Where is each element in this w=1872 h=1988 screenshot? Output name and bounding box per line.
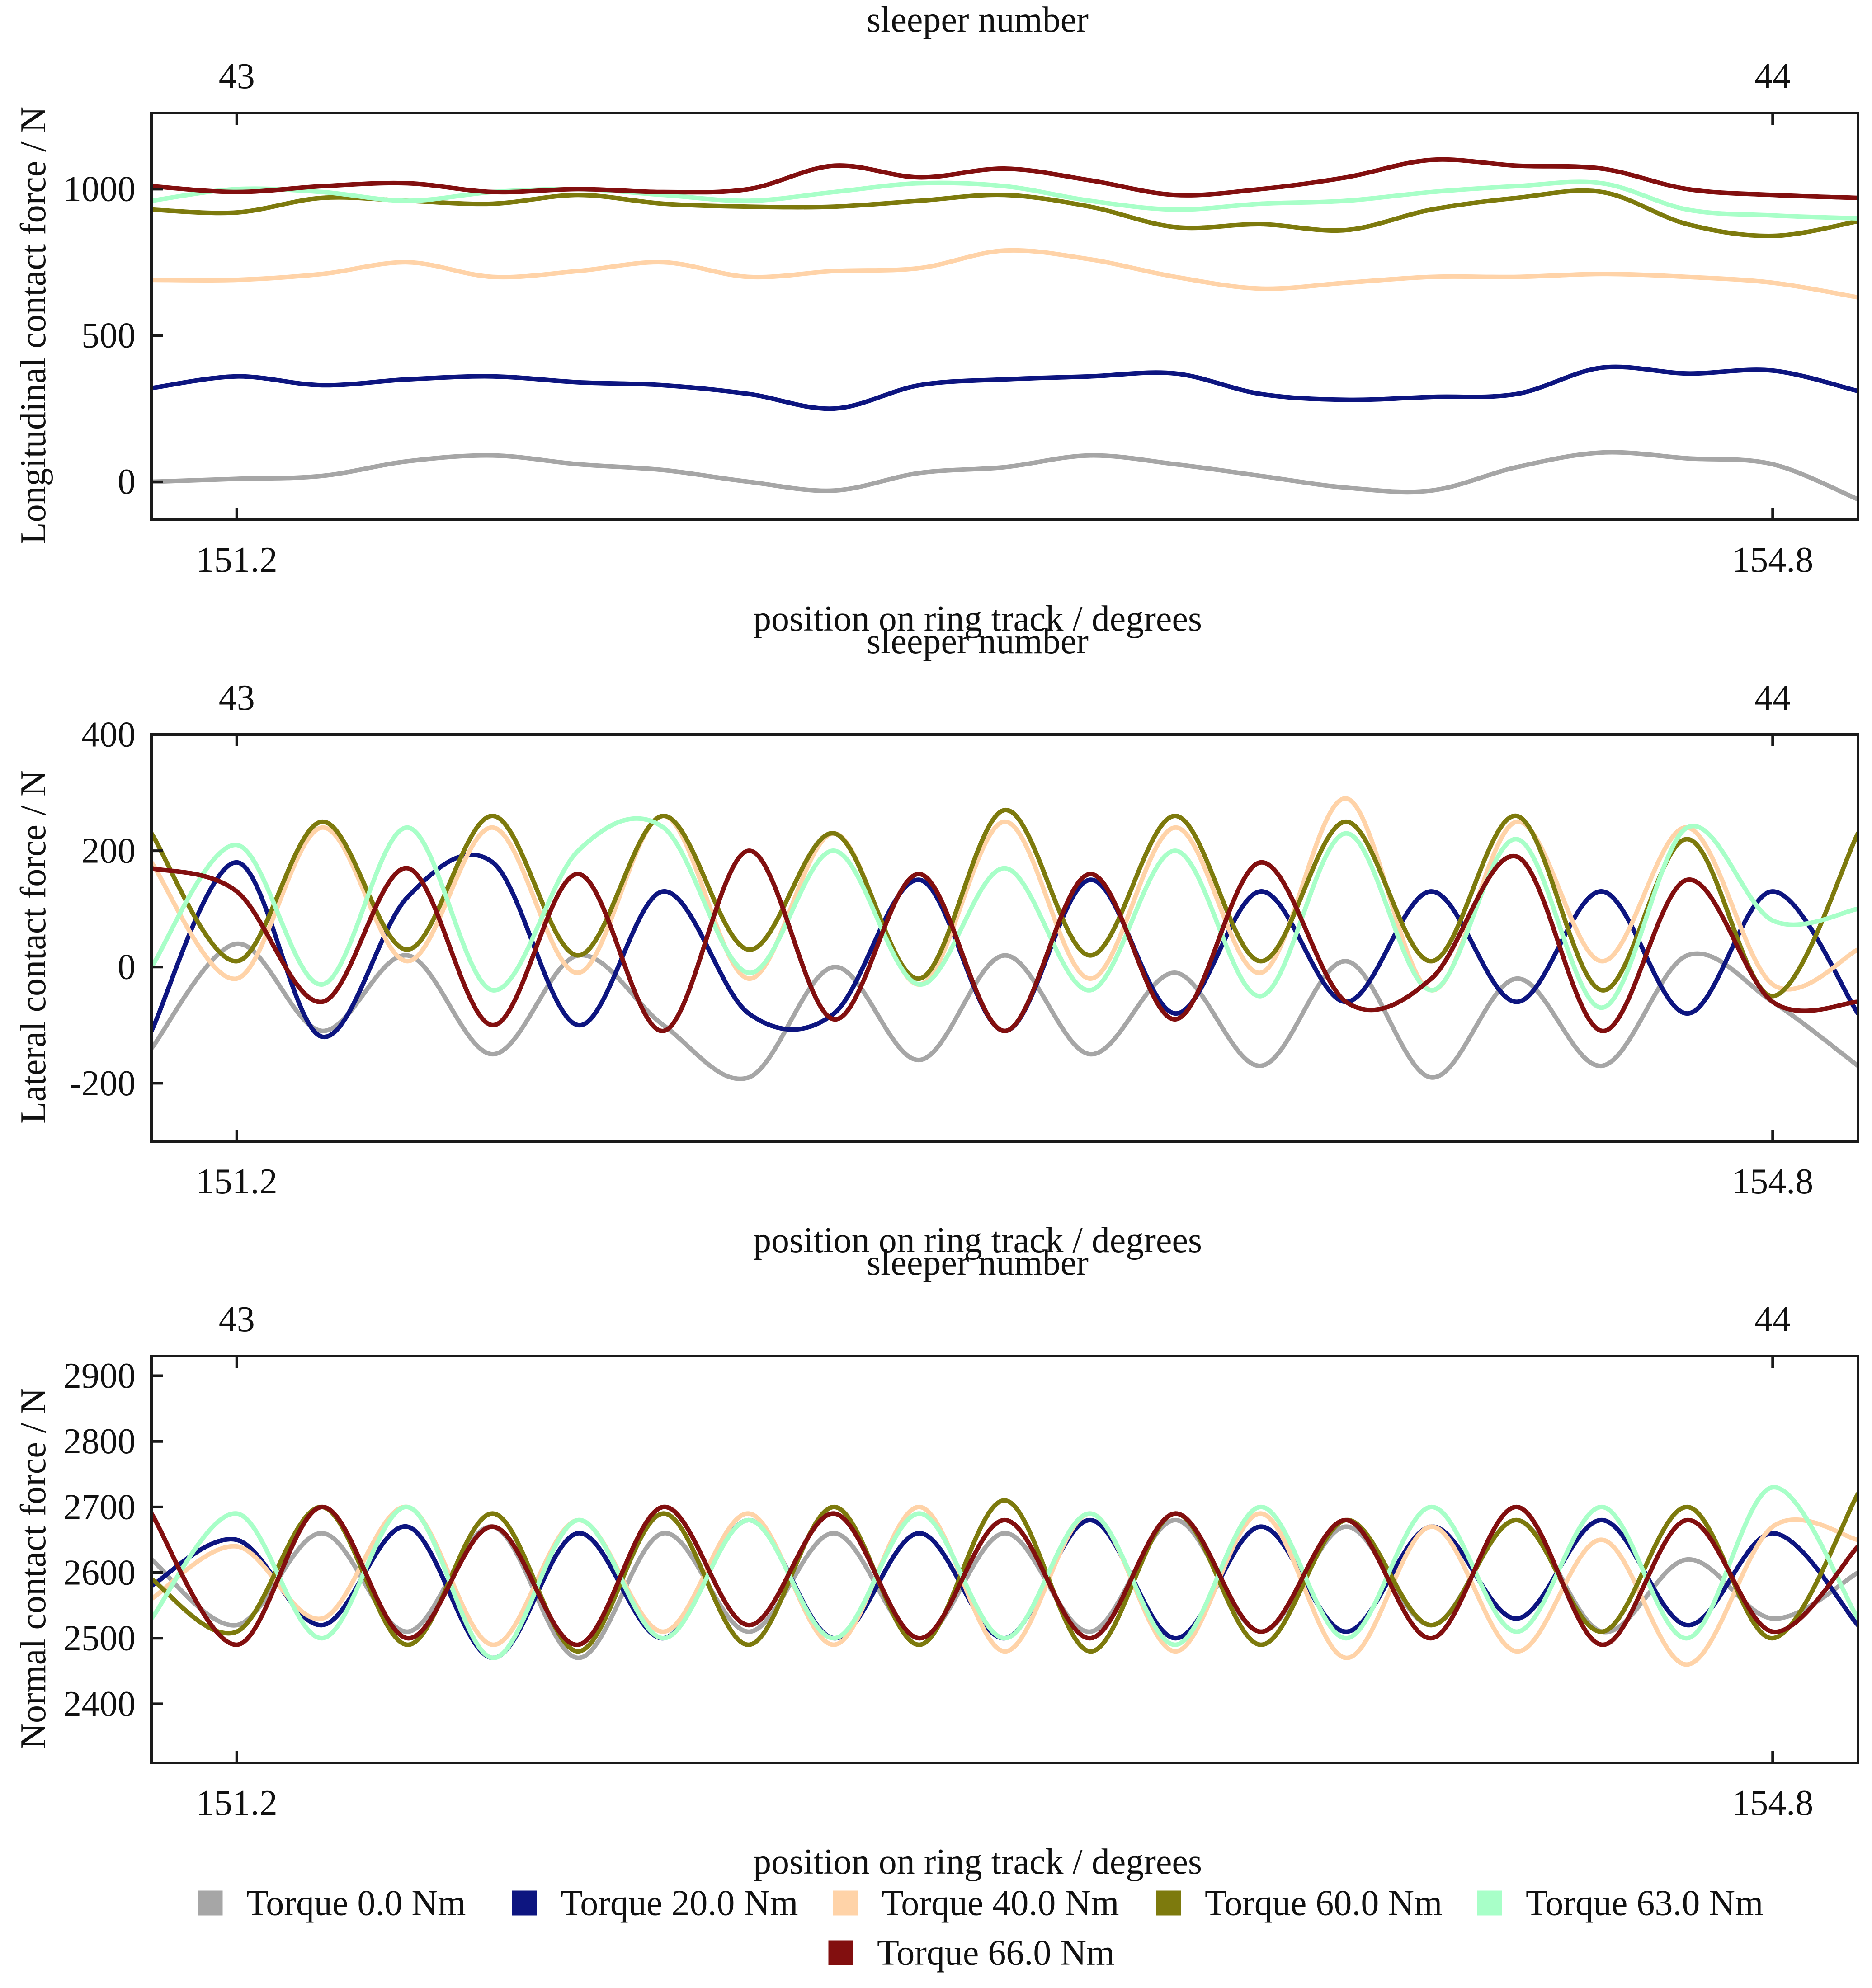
legend-swatch [1156,1890,1181,1916]
y-tick-label: 500 [81,316,136,355]
x-tick-label: 154.8 [1732,540,1813,580]
series-line-torque-66-0-nm [151,1504,1858,1647]
legend-label: Torque 40.0 Nm [882,1883,1119,1923]
y-axis-label: Lateral contact force / N [14,770,53,1124]
series-line-torque-66-0-nm [151,848,1858,1033]
x-axis-label: position on ring track / degrees [753,1220,1202,1260]
legend-swatch [828,1940,853,1965]
legend-swatch [833,1890,858,1916]
x2-tick-label: 43 [219,678,255,718]
x-tick-label: 151.2 [196,540,278,580]
legend-label: Torque 60.0 Nm [1205,1883,1442,1923]
legend-swatch [512,1890,537,1916]
y-tick-label: 2800 [63,1422,136,1461]
x-axis-label: position on ring track / degrees [753,1842,1202,1882]
x-tick-label: 151.2 [196,1162,278,1201]
series-line-torque-40-0-nm [151,248,1858,300]
legend-item: Torque 0.0 Nm [198,1883,466,1923]
y-tick-label: 2600 [63,1553,136,1592]
series-line-torque-20-0-nm [151,364,1858,411]
plot-frame [150,112,1859,521]
series-line-torque-0-0-nm [151,941,1858,1081]
x-tick-label: 154.8 [1732,1783,1813,1823]
y-tick-label: 2500 [63,1619,136,1658]
legend-item: Torque 40.0 Nm [833,1883,1119,1923]
series-group [151,1485,1858,1667]
x2-tick-label: 44 [1754,678,1791,718]
y-tick-label: 200 [81,831,136,871]
legend-item: Torque 20.0 Nm [512,1883,798,1923]
legend-label: Torque 63.0 Nm [1526,1883,1763,1923]
y-tick-label: 0 [118,462,136,502]
series-line-torque-40-0-nm [151,796,1858,993]
series-group [151,796,1858,1081]
plot-frame [150,733,1859,1143]
y-tick-label: -200 [69,1064,136,1103]
plot-frame [150,1355,1859,1764]
y-tick-label: 400 [81,715,136,754]
y-tick-label: 2900 [63,1356,136,1396]
y-axis-label: Longitudinal contact force / N [14,107,53,545]
series-line-torque-63-0-nm [151,179,1858,221]
series-line-torque-60-0-nm [151,1491,1858,1654]
y-tick-label: 0 [118,947,136,987]
y-tick-label: 2700 [63,1487,136,1527]
legend-item: Torque 63.0 Nm [1477,1883,1763,1923]
x2-tick-label: 43 [219,1300,255,1339]
series-line-torque-60-0-nm [151,808,1858,999]
x-tick-label: 154.8 [1732,1162,1813,1201]
chart-panel-3: 2400 2500 2600 2700 2800 2900 151.2 154.8 43 44 sl… [14,1243,1859,1882]
series-line-torque-63-0-nm [151,1485,1858,1660]
y-axis-label: Normal contact force / N [14,1388,53,1749]
x2-axis-label: sleeper number [867,622,1089,661]
y-tick-label: 1000 [63,170,136,209]
series-line-torque-60-0-nm [151,188,1858,238]
legend-swatch [198,1890,223,1916]
legend-label: Torque 0.0 Nm [246,1883,466,1923]
chart-panel-1: 0 500 1000 151.2 154.8 43 44 sleeper number posi… [14,0,1859,639]
x2-tick-label: 43 [219,57,255,96]
x-axis-label: position on ring track / degrees [753,599,1202,639]
legend-item: Torque 66.0 Nm [828,1933,1114,1973]
series-group [151,157,1858,502]
series-line-torque-40-0-nm [151,1504,1858,1667]
legend-swatch [1477,1890,1502,1916]
series-line-torque-0-0-nm [151,450,1858,502]
legend-item: Torque 60.0 Nm [1156,1883,1442,1923]
legend: Torque 0.0 Nm Torque 20.0 Nm Torque 40.0 N… [198,1883,1763,1973]
series-line-torque-63-0-nm [151,816,1858,1010]
legend-label: Torque 66.0 Nm [877,1933,1114,1973]
chart-panel-2: -200 0 200 400 151.2 154.8 43 44 sleeper number p… [14,622,1859,1260]
series-line-torque-66-0-nm [151,157,1858,200]
legend-label: Torque 20.0 Nm [561,1883,798,1923]
x2-axis-label: sleeper number [867,1243,1089,1283]
x2-tick-label: 44 [1754,1300,1791,1339]
x2-axis-label: sleeper number [867,0,1089,40]
x2-tick-label: 44 [1754,57,1791,96]
x-tick-label: 151.2 [196,1783,278,1823]
y-tick-label: 2400 [63,1684,136,1724]
